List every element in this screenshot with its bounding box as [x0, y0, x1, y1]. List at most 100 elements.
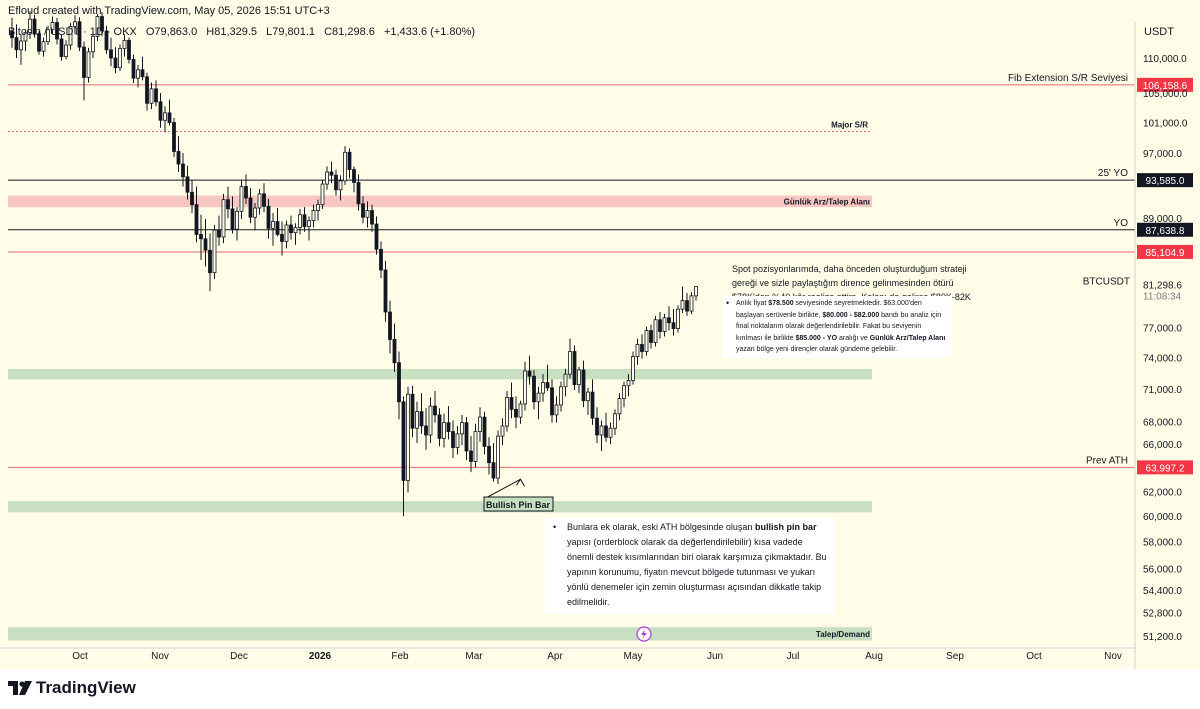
candle — [478, 407, 482, 442]
price-badge-text-3: 87,638.8 — [1146, 226, 1185, 237]
candle-body — [271, 221, 275, 229]
candle-body — [685, 300, 689, 312]
price-badge-text-2: 93,585.0 — [1146, 176, 1185, 187]
candle-body — [676, 308, 680, 329]
candle — [554, 396, 559, 423]
price-badge-3 — [1137, 222, 1193, 237]
candle — [145, 72, 149, 111]
ohlc-legend: Bitcoin / USDT · 1D · OKX O79,863.0 H81,… — [8, 26, 481, 38]
axis-currency-label[interactable]: USDT — [1144, 26, 1174, 38]
candle — [199, 214, 203, 261]
last-price-value: 81,298.6 — [1143, 281, 1182, 292]
candle — [509, 382, 514, 419]
candle — [86, 47, 91, 83]
symbol-label[interactable]: Bitcoin / USDT · 1D · OKX — [8, 26, 137, 38]
candle-body — [19, 40, 23, 51]
x-tick-label-6: Apr — [547, 651, 563, 662]
candle-body — [554, 404, 559, 416]
candle-body — [167, 112, 172, 123]
candle-body — [199, 234, 203, 240]
candle-body — [433, 405, 437, 416]
candle — [644, 326, 649, 356]
candle — [356, 174, 361, 211]
candle-body — [550, 387, 554, 416]
x-tick-label-12: Oct — [1026, 651, 1042, 662]
y-tick-label-16: 60,000.0 — [1143, 512, 1182, 523]
candle — [127, 37, 131, 64]
candle — [514, 396, 518, 429]
candle — [446, 406, 451, 440]
candle — [595, 407, 599, 443]
candle — [689, 292, 694, 314]
candle — [280, 221, 284, 256]
zone-3 — [8, 627, 872, 641]
candle — [365, 201, 370, 228]
candle — [271, 213, 275, 246]
candle-body — [275, 221, 280, 235]
candle-body — [280, 234, 284, 242]
candle-body — [343, 151, 347, 182]
candle — [631, 351, 635, 385]
candle-body — [671, 322, 676, 329]
candle — [653, 315, 658, 347]
note2-text-i: yazan bölge yeni dirençler olarak gündem… — [736, 346, 898, 353]
candle — [136, 64, 140, 88]
candle — [577, 366, 581, 394]
candle — [563, 368, 568, 397]
candle — [590, 379, 595, 425]
candle-body — [478, 416, 482, 432]
candle — [73, 15, 77, 35]
candle — [244, 174, 248, 204]
last-price-countdown: 11:08:34 — [1143, 292, 1182, 303]
candle — [82, 41, 86, 101]
candle-body — [491, 462, 496, 479]
candle — [262, 183, 266, 213]
candle — [343, 146, 347, 185]
candle — [586, 387, 590, 415]
candle — [275, 207, 280, 237]
level-label-3: YO — [1114, 218, 1129, 229]
candle-body — [680, 300, 685, 310]
candle-body — [361, 203, 365, 218]
candle-body — [689, 295, 694, 312]
y-tick-label-18: 56,000.0 — [1143, 564, 1182, 575]
candle-body — [244, 186, 248, 199]
candle-body — [505, 397, 509, 427]
y-tick-label-3: 97,000.0 — [1143, 149, 1182, 160]
candle-body — [559, 386, 563, 406]
candle — [640, 334, 644, 359]
candle-body — [613, 413, 617, 429]
candle-body — [46, 29, 50, 43]
x-tick-label-2: Dec — [230, 651, 248, 662]
candle-body — [631, 356, 635, 381]
candle — [334, 169, 338, 196]
candle-body — [248, 197, 253, 218]
candle — [617, 393, 622, 421]
tradingview-brand[interactable]: TradingView — [36, 678, 136, 697]
candle-body — [100, 16, 104, 32]
candle — [167, 99, 172, 126]
close-value: C81,298.6 — [324, 26, 375, 38]
price-badge-text-4: 85,104.9 — [1146, 248, 1185, 259]
high-value: H81,329.5 — [206, 26, 258, 38]
candle-body — [113, 57, 118, 69]
candle-body — [217, 229, 221, 238]
y-tick-label-2: 101,000.0 — [1143, 119, 1188, 130]
candle — [635, 338, 640, 365]
candle — [428, 397, 433, 443]
candle — [311, 204, 316, 228]
candle-body — [622, 385, 626, 399]
candle-body — [136, 69, 140, 79]
y-tick-label-10: 74,000.0 — [1143, 354, 1182, 365]
x-tick-label-4: Feb — [391, 651, 409, 662]
candle — [604, 412, 608, 442]
candle-body — [523, 370, 527, 405]
candle — [131, 54, 136, 84]
candle-body — [320, 183, 325, 206]
note2-bold-band: $80.000 - $82.000 — [822, 311, 880, 319]
note2-text-e: bandı bu analiz için final noktalarım ol… — [736, 311, 942, 342]
candle — [185, 165, 190, 200]
candle-body — [635, 344, 640, 357]
note3-text-a: Bunlara ek olarak, eski ATH bölgesinde o… — [567, 522, 755, 532]
candle-body — [23, 31, 28, 42]
